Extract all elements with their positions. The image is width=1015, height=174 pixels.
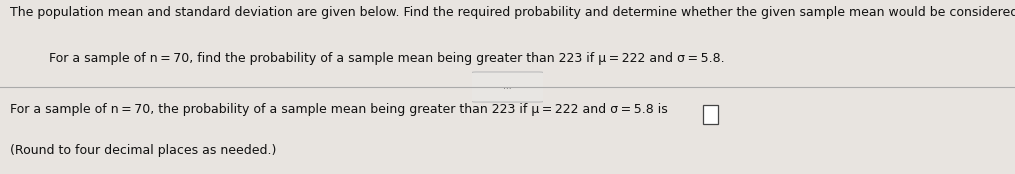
Bar — [703, 105, 718, 124]
Text: ...: ... — [503, 82, 512, 91]
Text: For a sample of n = 70, find the probability of a sample mean being greater than: For a sample of n = 70, find the probabi… — [49, 52, 725, 65]
Text: (Round to four decimal places as needed.): (Round to four decimal places as needed.… — [10, 144, 276, 157]
Text: The population mean and standard deviation are given below. Find the required pr: The population mean and standard deviati… — [10, 6, 1015, 19]
FancyBboxPatch shape — [470, 72, 545, 102]
Text: For a sample of n = 70, the probability of a sample mean being greater than 223 : For a sample of n = 70, the probability … — [10, 103, 668, 116]
